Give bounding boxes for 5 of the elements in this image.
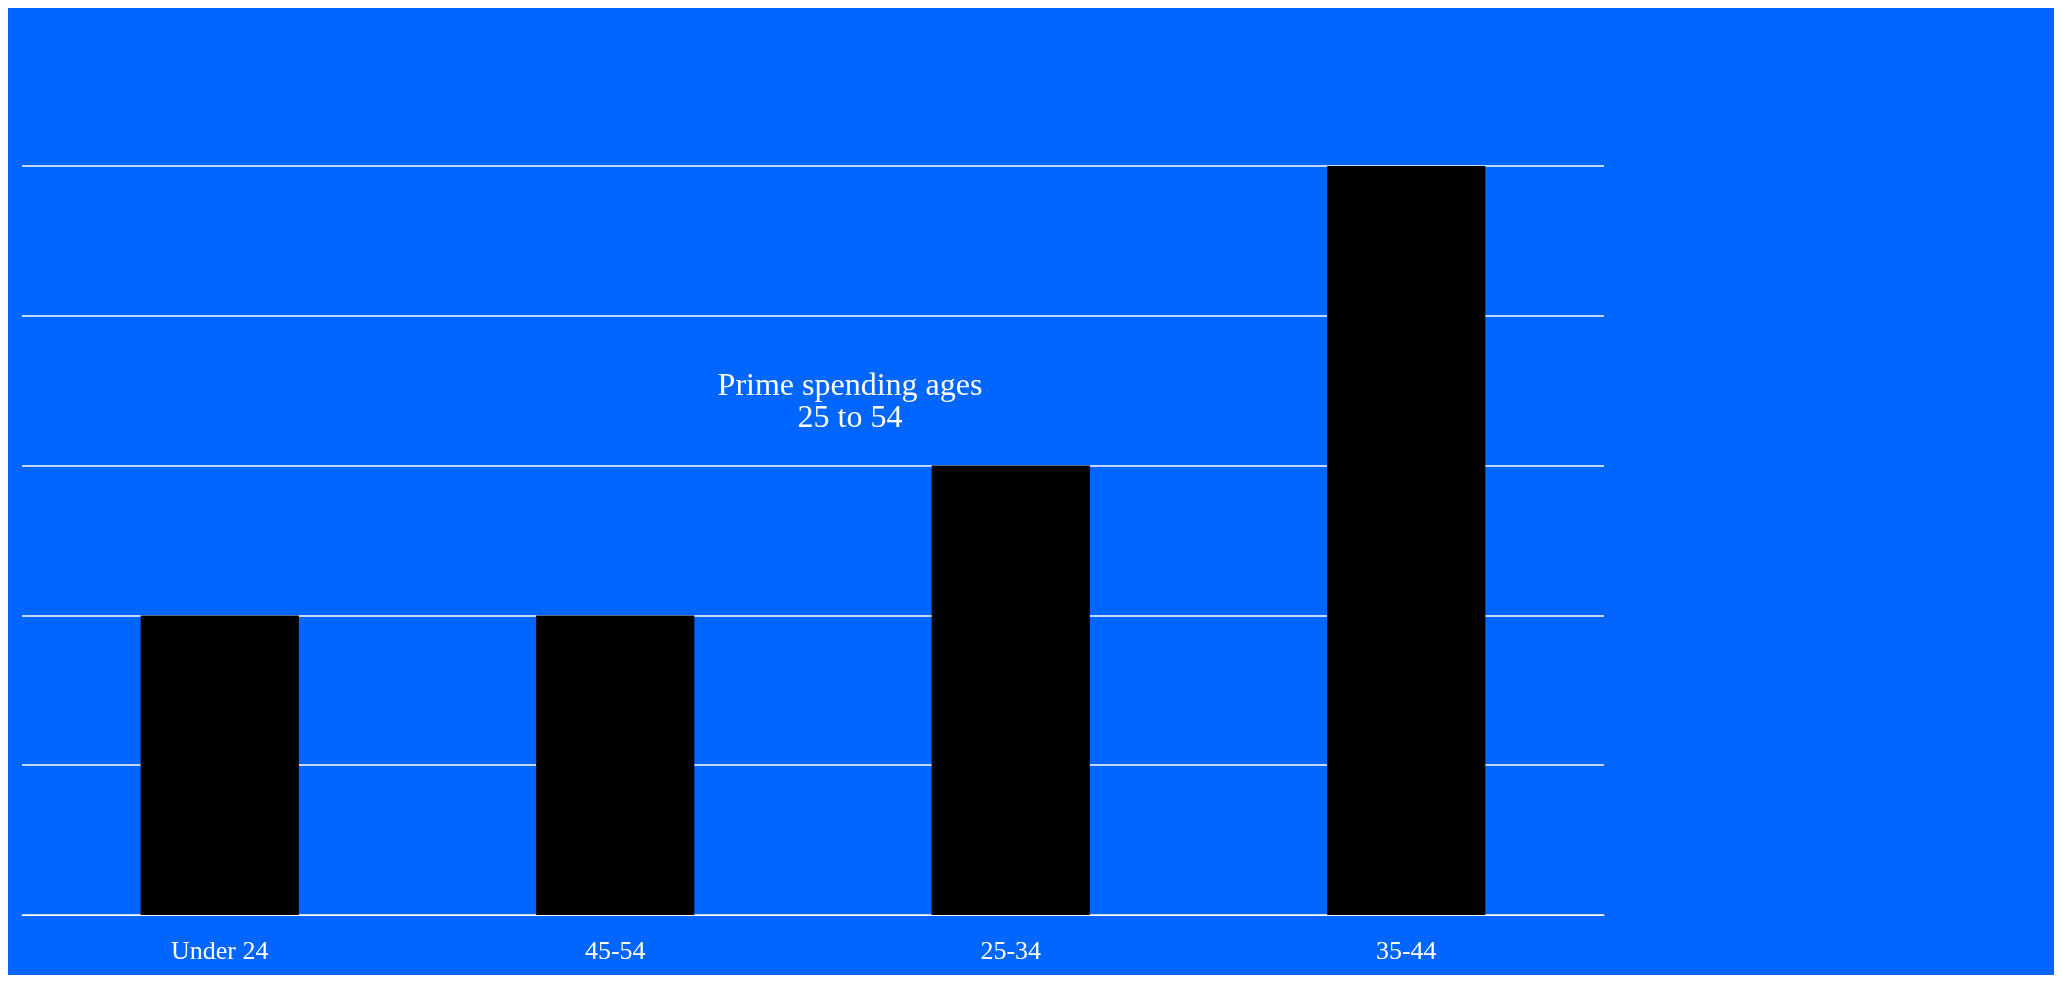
x-tick-label: 25-34: [980, 935, 1042, 965]
x-tick-label: 45-54: [584, 935, 646, 965]
x-tick-label: Under 24: [171, 935, 269, 965]
x-tick-label: 35-44: [1375, 935, 1437, 965]
annotation: Prime spending ages 25 to 54: [717, 366, 983, 434]
